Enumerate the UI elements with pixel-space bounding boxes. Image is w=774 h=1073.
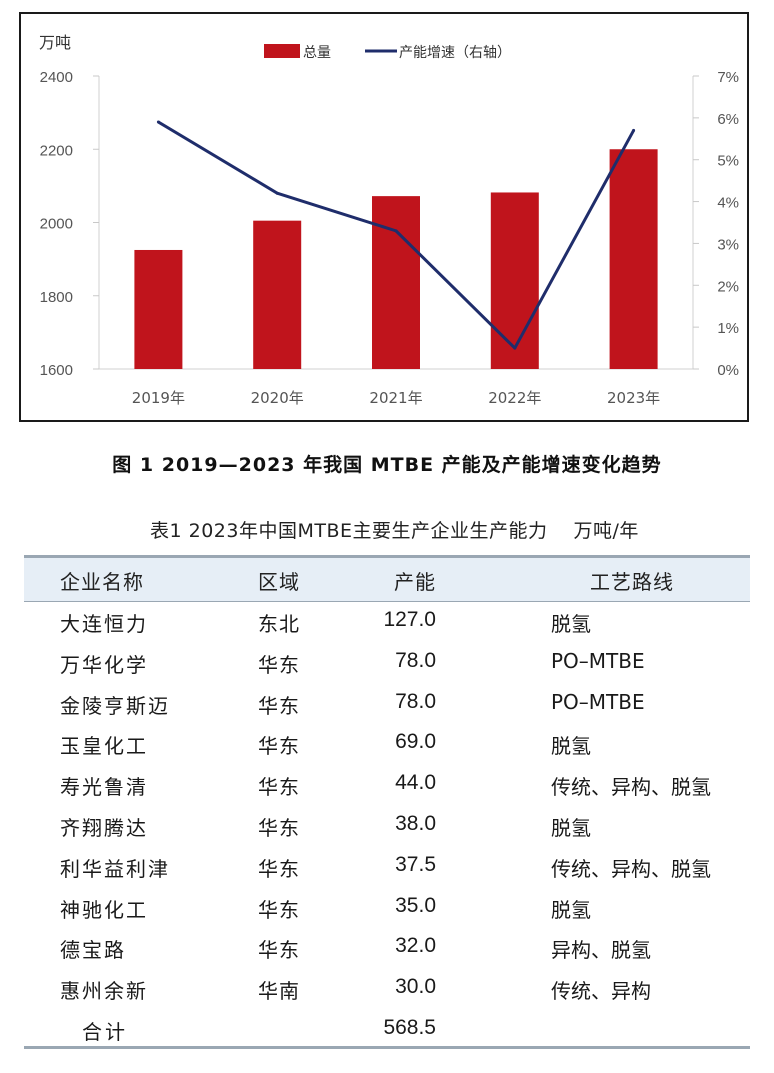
process-cell: 传统、异构 — [551, 979, 651, 1004]
growth-point — [513, 346, 517, 350]
left-axis-tick-label: 1800 — [40, 289, 73, 306]
process-cell: 传统、异构、脱氢 — [551, 775, 711, 800]
total-value: 568.5 — [383, 1016, 436, 1039]
table-header-row — [24, 558, 750, 602]
capacity-cell: 37.5 — [395, 852, 436, 876]
table-title-text: 表1 2023年中国MTBE主要生产企业生产能力 — [150, 520, 548, 542]
capacity-cell: 69.0 — [395, 730, 436, 754]
table-top-rule — [24, 555, 750, 558]
left-axis-tick-label: 2000 — [40, 216, 73, 233]
right-axis-tick-label: 6% — [717, 111, 739, 128]
company-cell: 大连恒力 — [60, 612, 148, 636]
header-process: 工艺路线 — [590, 570, 674, 594]
region-cell: 华东 — [258, 652, 300, 677]
legend-label-growth: 产能增速（右轴） — [399, 45, 511, 61]
right-axis-tick-label: 0% — [717, 362, 739, 379]
right-axis-tick-label: 7% — [717, 69, 739, 86]
process-cell: 脱氢 — [551, 734, 591, 759]
company-cell: 神驰化工 — [60, 897, 148, 922]
x-axis-tick-label: 2019年 — [132, 389, 185, 407]
x-axis-tick-label: 2021年 — [369, 389, 422, 407]
region-cell: 东北 — [258, 612, 300, 636]
bar-2021年 — [372, 196, 420, 369]
right-axis-tick-label: 5% — [717, 153, 739, 170]
region-cell: 华东 — [258, 775, 300, 800]
bar-2022年 — [490, 192, 539, 369]
left-axis-tick-label: 2400 — [40, 69, 73, 86]
bar-2023年 — [609, 149, 658, 369]
process-cell: PO–MTBE — [551, 648, 645, 673]
chart-frame: 1600 1800 2000 2200 2400 0% 1% 2% 3% 4% 5% 6% 7% 万吨 20… — [19, 12, 749, 422]
figure-caption: 图 1 2019—2023 年我国 MTBE 产能及产能增速变化趋势 — [112, 454, 662, 476]
bar-2019年 — [134, 249, 183, 369]
legend-swatch-total — [264, 44, 300, 58]
table-unit: 万吨/年 — [573, 520, 639, 542]
company-cell: 金陵亨斯迈 — [60, 693, 170, 718]
right-axis-tick-label: 1% — [717, 320, 739, 337]
capacity-cell: 78.0 — [395, 689, 436, 713]
region-cell: 华东 — [258, 734, 300, 759]
region-cell: 华东 — [258, 938, 300, 963]
growth-point — [275, 191, 279, 195]
growth-point — [394, 229, 398, 233]
region-cell: 华东 — [258, 816, 300, 840]
company-cell: 齐翔腾达 — [60, 816, 148, 840]
left-axis-tick-label: 2200 — [40, 142, 73, 159]
header-region: 区域 — [258, 570, 300, 594]
company-cell: 寿光鲁清 — [60, 775, 148, 800]
capacity-cell: 127.0 — [383, 608, 436, 631]
growth-point — [156, 120, 160, 124]
company-cell: 万华化学 — [60, 652, 148, 677]
total-label: 合计 — [82, 1020, 128, 1044]
table-bottom-rule — [24, 1046, 750, 1049]
process-cell: 传统、异构、脱氢 — [551, 856, 711, 881]
header-company: 企业名称 — [60, 570, 144, 594]
company-cell: 德宝路 — [60, 938, 126, 963]
process-cell: 脱氢 — [551, 816, 591, 840]
process-cell: 脱氢 — [551, 612, 591, 636]
x-axis-tick-label: 2023年 — [607, 389, 660, 407]
x-axis-tick-label: 2022年 — [488, 389, 541, 407]
header-capacity: 产能 — [394, 570, 436, 594]
region-cell: 华南 — [258, 979, 300, 1004]
region-cell: 华东 — [258, 897, 300, 922]
capacity-cell: 30.0 — [395, 975, 436, 999]
capacity-cell: 44.0 — [395, 771, 436, 795]
left-axis-unit: 万吨 — [39, 33, 71, 52]
company-cell: 玉皇化工 — [60, 734, 148, 759]
right-axis-tick-label: 3% — [717, 236, 739, 253]
combo-chart: 1600 1800 2000 2200 2400 0% 1% 2% 3% 4% 5% 6% 7% 万吨 20… — [39, 33, 739, 407]
growth-point — [632, 128, 636, 132]
process-cell: 脱氢 — [551, 897, 591, 922]
left-axis-tick-label: 1600 — [40, 362, 73, 379]
bar-2020年 — [253, 220, 302, 369]
process-cell: 异构、脱氢 — [551, 938, 651, 963]
capacity-cell: 38.0 — [395, 812, 436, 835]
process-cell: PO–MTBE — [551, 689, 645, 714]
right-axis-tick-label: 4% — [717, 195, 739, 212]
region-cell: 华东 — [258, 693, 300, 718]
x-axis-tick-label: 2020年 — [251, 389, 304, 407]
capacity-cell: 78.0 — [395, 648, 436, 672]
company-cell: 惠州余新 — [60, 979, 148, 1004]
region-cell: 华东 — [258, 856, 300, 881]
capacity-cell: 32.0 — [395, 934, 436, 958]
table-title: 表1 2023年中国MTBE主要生产企业生产能力 万吨/年 — [150, 516, 639, 543]
capacity-cell: 35.0 — [395, 893, 436, 917]
company-cell: 利华益利津 — [60, 856, 170, 881]
legend-label-total: 总量 — [303, 45, 331, 61]
right-axis-tick-label: 2% — [717, 278, 739, 295]
